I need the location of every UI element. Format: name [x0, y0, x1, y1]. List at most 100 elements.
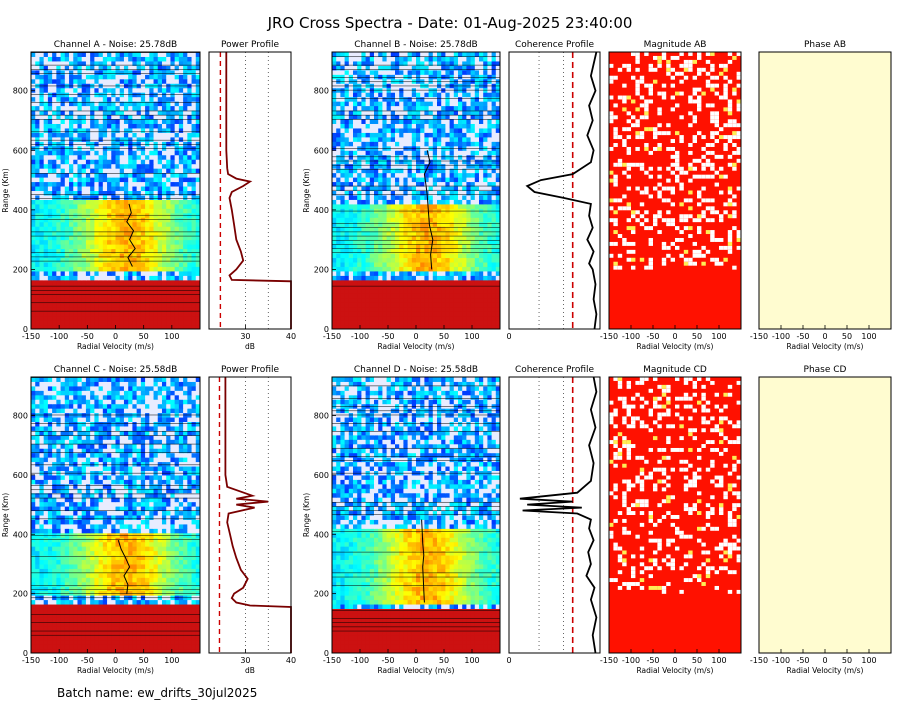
spectra-cell — [428, 239, 434, 245]
spectra-cell — [399, 199, 404, 205]
spectra-cell — [107, 132, 112, 138]
spectra-cell — [462, 181, 467, 187]
spectra-cell — [119, 119, 125, 124]
spectra-cell — [479, 194, 484, 200]
spectra-cell — [332, 154, 337, 160]
spectra-cell — [411, 311, 417, 317]
spectra-cell — [395, 297, 400, 303]
spectra-cell — [166, 119, 171, 124]
spectra-cell — [470, 190, 476, 196]
spectra-cell — [128, 150, 133, 156]
spectra-cell — [437, 168, 442, 174]
spectra-cell — [183, 279, 188, 285]
spectra-cell — [491, 302, 497, 308]
spectra-cell — [369, 194, 375, 200]
spectra-cell — [453, 288, 459, 294]
spectra-cell — [382, 132, 388, 138]
spectra-cell — [111, 279, 116, 285]
spectra-cell — [111, 190, 116, 196]
spectra-cell — [128, 96, 133, 102]
spectra-cell — [161, 293, 167, 299]
spectra-cell — [369, 74, 375, 80]
spectra-cell — [77, 105, 83, 111]
spectra-cell — [149, 270, 155, 276]
spectra-cell — [340, 284, 346, 290]
spectra-cell — [403, 284, 409, 290]
spectra-cell — [174, 275, 180, 281]
spectra-cell — [479, 235, 484, 241]
spectra-cell — [43, 293, 49, 299]
spectra-cell — [183, 311, 188, 317]
spectra-cell — [119, 320, 125, 326]
spectra-cell — [119, 208, 125, 214]
spectra-cell — [90, 159, 95, 165]
spectra-cell — [85, 320, 91, 326]
spectra-cell — [81, 288, 87, 294]
spectra-cell — [52, 114, 57, 120]
spectra-cell — [98, 154, 104, 160]
spectra-cell — [31, 324, 36, 330]
spectra-cell — [487, 266, 493, 272]
spectra-cell — [107, 239, 112, 245]
spectra-cell — [432, 203, 438, 209]
spectra-cell — [102, 154, 108, 160]
spectra-cell — [416, 311, 421, 317]
spectra-cell — [123, 279, 129, 285]
spectra-cell — [407, 114, 413, 120]
spectra-cell — [453, 266, 459, 272]
spectra-cell — [136, 154, 142, 160]
spectra-cell — [153, 92, 159, 98]
spectra-cell — [407, 288, 413, 294]
spectra-cell — [353, 132, 358, 138]
spectra-cell — [445, 320, 451, 326]
spectra-cell — [399, 248, 404, 254]
spectra-cell — [73, 132, 78, 138]
spectra-cell — [437, 221, 442, 227]
spectra-cell — [64, 324, 70, 330]
spectra-cell — [187, 230, 193, 236]
spectra-cell — [39, 123, 45, 129]
spectra-cell — [399, 320, 404, 326]
spectra-cell — [466, 96, 472, 102]
spectra-cell — [90, 154, 95, 160]
spectra-cell — [487, 163, 493, 169]
spectra-cell — [149, 311, 155, 317]
spectra-cell — [178, 275, 184, 281]
spectra-cell — [479, 177, 484, 183]
spectra-cell — [441, 101, 446, 107]
spectra-cell — [332, 217, 337, 223]
spectra-cell — [462, 302, 467, 308]
spectra-cell — [483, 293, 488, 299]
spectra-cell — [115, 194, 121, 200]
spectra-cell — [340, 96, 346, 102]
spectra-cell — [411, 136, 417, 142]
spectra-cell — [399, 119, 404, 124]
spectra-cell — [437, 284, 442, 290]
spectra-cell — [353, 230, 358, 236]
spectra-cell — [491, 270, 497, 276]
spectra-cell — [47, 315, 53, 321]
spectra-cell — [183, 217, 188, 223]
spectra-cell — [43, 275, 49, 281]
spectra-cell — [479, 65, 484, 71]
spectra-cell — [69, 221, 74, 227]
spectra-cell — [94, 87, 100, 93]
spectra-cell — [357, 261, 362, 267]
spectra-cell — [128, 177, 133, 183]
spectra-cell — [183, 239, 188, 245]
spectra-cell — [153, 78, 159, 84]
spectra-cell — [445, 168, 451, 174]
spectra-cell — [365, 302, 371, 308]
spectra-cell — [85, 261, 91, 267]
spectra-cell — [458, 306, 463, 312]
spectra-cell — [85, 311, 91, 317]
spectra-cell — [449, 194, 455, 200]
spectra-cell — [174, 320, 180, 326]
spectra-cell — [340, 105, 346, 111]
spectra-cell — [357, 123, 362, 129]
spectra-cell — [52, 110, 57, 116]
spectra-cell — [424, 110, 430, 116]
spectra-cell — [56, 320, 62, 326]
spectra-cell — [73, 311, 78, 317]
spectra-cell — [85, 159, 91, 165]
